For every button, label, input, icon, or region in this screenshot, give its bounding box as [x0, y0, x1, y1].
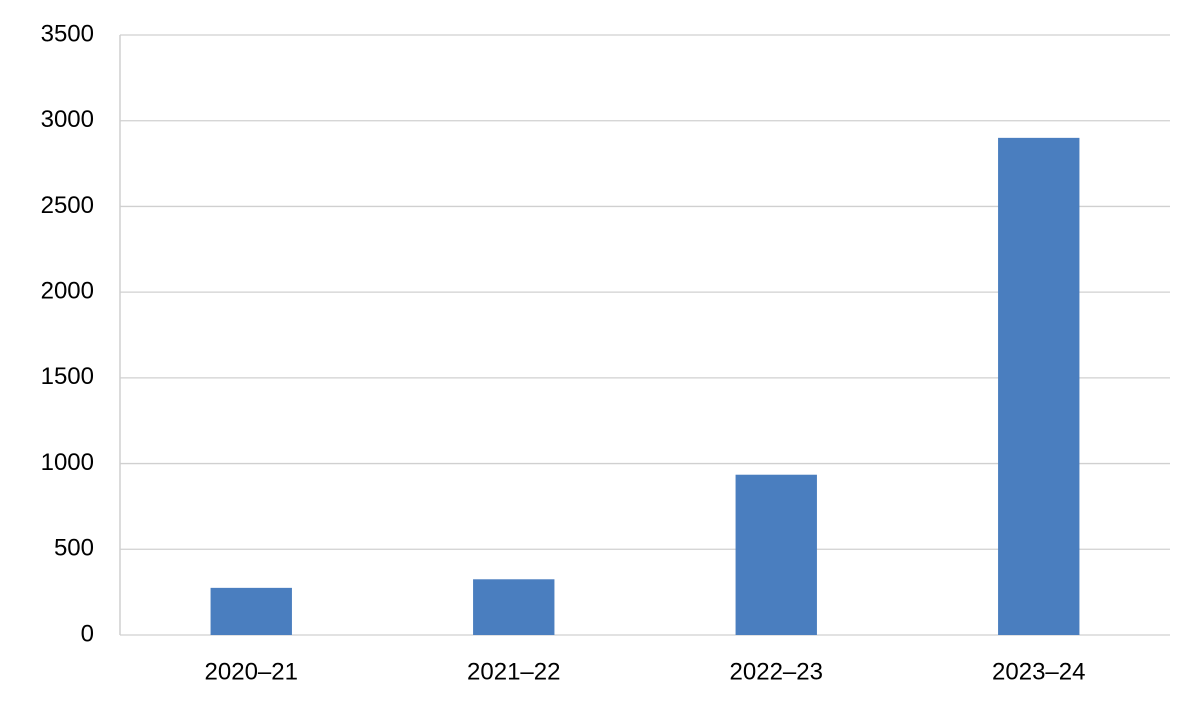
y-tick-label: 3500 — [41, 20, 94, 47]
bar — [210, 587, 292, 635]
x-tick-label: 2021–22 — [467, 658, 560, 685]
y-tick-label: 1000 — [41, 449, 94, 476]
y-tick-label: 1500 — [41, 363, 94, 390]
bar — [735, 474, 817, 635]
bar — [998, 137, 1080, 635]
x-tick-label: 2022–23 — [730, 658, 823, 685]
y-tick-label: 0 — [81, 620, 94, 647]
y-tick-label: 2500 — [41, 192, 94, 219]
y-tick-label: 500 — [54, 535, 94, 562]
y-tick-label: 2000 — [41, 277, 94, 304]
x-tick-label: 2020–21 — [205, 658, 298, 685]
bar — [473, 579, 555, 635]
y-tick-label: 3000 — [41, 106, 94, 133]
x-tick-label: 2023–24 — [992, 658, 1085, 685]
